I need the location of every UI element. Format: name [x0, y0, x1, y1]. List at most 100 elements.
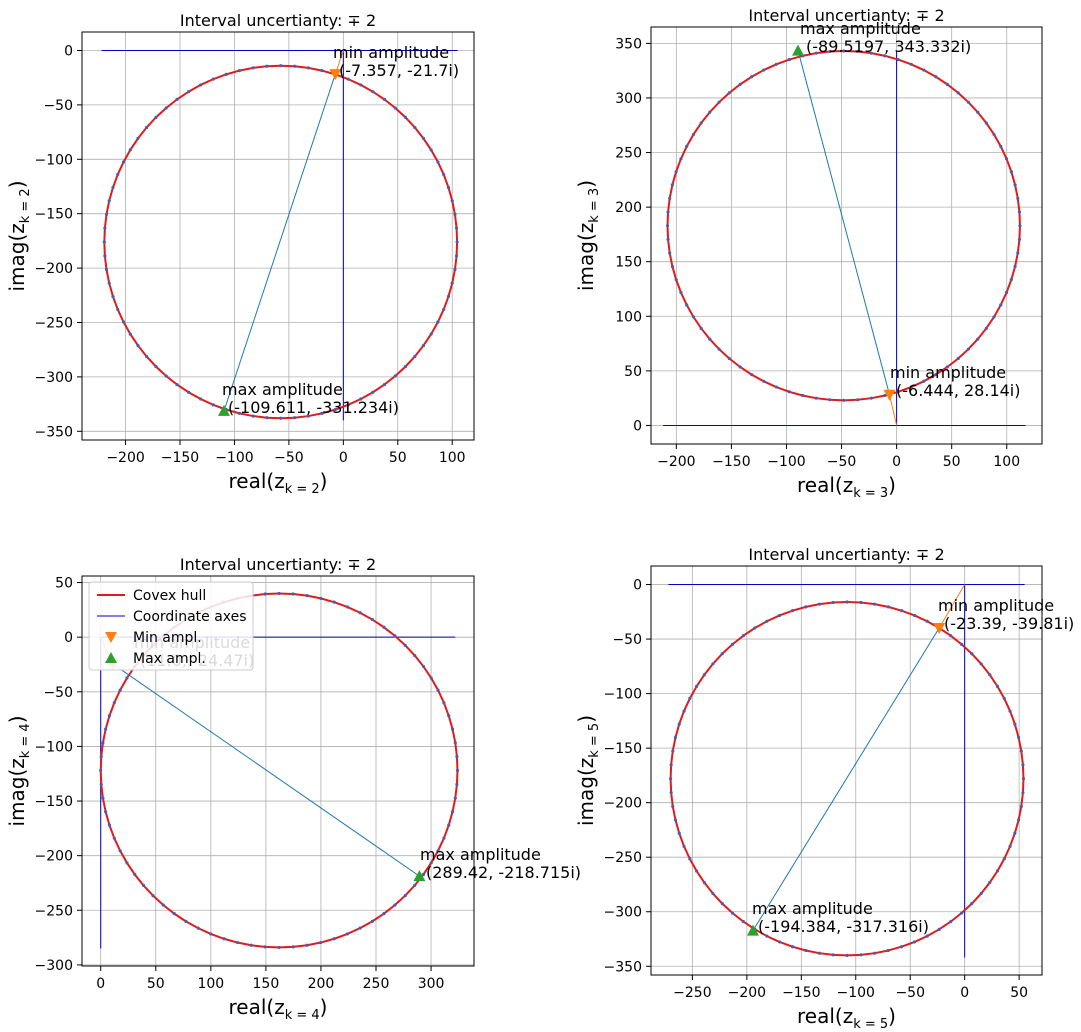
hull-point [673, 735, 678, 740]
chart-title: Interval uncertianty: ∓ 2 [748, 6, 944, 25]
hull-point [949, 634, 953, 638]
hull-point [320, 411, 324, 415]
hull-point [211, 403, 215, 407]
hull-point [804, 605, 808, 609]
y-tick-label: −150 [604, 741, 642, 757]
y-tick-label: 50 [624, 364, 642, 380]
hull-point [934, 372, 938, 377]
hull-point [421, 664, 426, 669]
hull-point [699, 326, 703, 330]
hull-point [346, 403, 350, 407]
hull-point [104, 212, 109, 217]
x-tick-label: 50 [943, 454, 961, 470]
hull-point [970, 652, 974, 656]
hull-point [358, 926, 362, 930]
hull-point [899, 609, 904, 613]
hull-point [883, 393, 887, 398]
hull-point [371, 390, 375, 394]
x-tick-label: −100 [837, 985, 875, 1001]
hull-point [112, 701, 116, 705]
hull-point [116, 172, 120, 177]
hull-point [966, 347, 970, 351]
hull-point [668, 251, 672, 255]
hull-point [750, 372, 754, 377]
hull-point [101, 796, 105, 800]
hull-point [1013, 183, 1017, 187]
hull-point [669, 790, 673, 795]
chart-title: Interval uncertianty: ∓ 2 [748, 545, 944, 564]
hull-point [382, 912, 386, 916]
origin-min-link [889, 394, 898, 426]
hull-point [708, 110, 712, 114]
hull-point [144, 125, 149, 130]
hull-point [1013, 722, 1017, 726]
hull-point [741, 920, 745, 924]
y-tick-label: −250 [604, 850, 642, 866]
y-tick-label: 0 [64, 43, 73, 59]
hull-point [801, 393, 805, 398]
hull-point [333, 408, 337, 412]
panel-4: min amplitude(-23.39, -39.81i) max amplit… [574, 545, 1074, 1032]
hull-point [235, 940, 240, 945]
hull-point [292, 416, 297, 420]
hull-point [814, 51, 818, 55]
hull-point [855, 49, 860, 54]
hull-point [970, 902, 974, 906]
max-amplitude-label: max amplitude [420, 845, 541, 864]
x-tick-label: −50 [827, 454, 857, 470]
x-tick-label: 0 [339, 450, 348, 466]
hull-point [896, 390, 900, 394]
y-tick-label: −150 [35, 207, 73, 223]
y-tick-label: −50 [612, 632, 642, 648]
hull-point [453, 267, 457, 272]
hull-point [421, 872, 426, 877]
hull-point [116, 307, 120, 312]
min-amplitude-value: (-23.39, -39.81i) [944, 614, 1074, 633]
hull-point [136, 136, 140, 140]
x-tick-label: −150 [782, 985, 820, 1001]
hull-point [886, 948, 890, 953]
y-tick-label: −150 [35, 794, 73, 810]
hull-point [702, 673, 706, 677]
max-amplitude-label: max amplitude [222, 380, 343, 399]
hull-point [251, 66, 255, 70]
hull-point [966, 100, 970, 104]
hull-point [450, 199, 454, 203]
hull-point [1016, 251, 1020, 255]
y-tick-label: −350 [604, 959, 642, 975]
panel-1: min amplitude(-7.357, -21.7i) max amplitu… [5, 11, 475, 497]
hull-point [679, 157, 683, 161]
min-amplitude-label: min amplitude [333, 43, 449, 62]
hull-point [103, 254, 107, 258]
hull-point [103, 226, 107, 230]
hull-point [873, 951, 877, 955]
hull-point [1021, 777, 1026, 781]
x-axis-label: real(zk = 4) [229, 995, 328, 1023]
hull-point [455, 754, 459, 759]
hull-point [960, 911, 964, 915]
hull-point [429, 148, 433, 152]
y-tick-label: 100 [615, 309, 642, 325]
hull-point [175, 382, 179, 387]
x-tick-label: −250 [673, 985, 711, 1001]
hull-point [455, 240, 459, 244]
y-axis-label: imag(zk = 5) [574, 715, 602, 826]
y-tick-label: −100 [604, 687, 642, 703]
hull-point [762, 379, 766, 383]
hull-point [912, 940, 917, 944]
x-axis-label: real(zk = 2) [229, 469, 328, 497]
hull-point [708, 337, 712, 341]
hull-point [382, 97, 387, 101]
hull-point [988, 880, 992, 885]
hull-point [682, 844, 686, 848]
hull-point [1017, 210, 1022, 214]
hull-point [995, 684, 1000, 688]
chart-title: Interval uncertianty: ∓ 2 [180, 11, 376, 30]
hull-point [382, 382, 387, 387]
hull-point [141, 883, 146, 887]
hull-point [984, 121, 988, 125]
hull-point [436, 849, 440, 853]
panel-3: min amplitude(11.0, -24.47i)max amplitud… [5, 555, 581, 1023]
hull-point [777, 613, 782, 618]
hull-point [211, 77, 215, 81]
